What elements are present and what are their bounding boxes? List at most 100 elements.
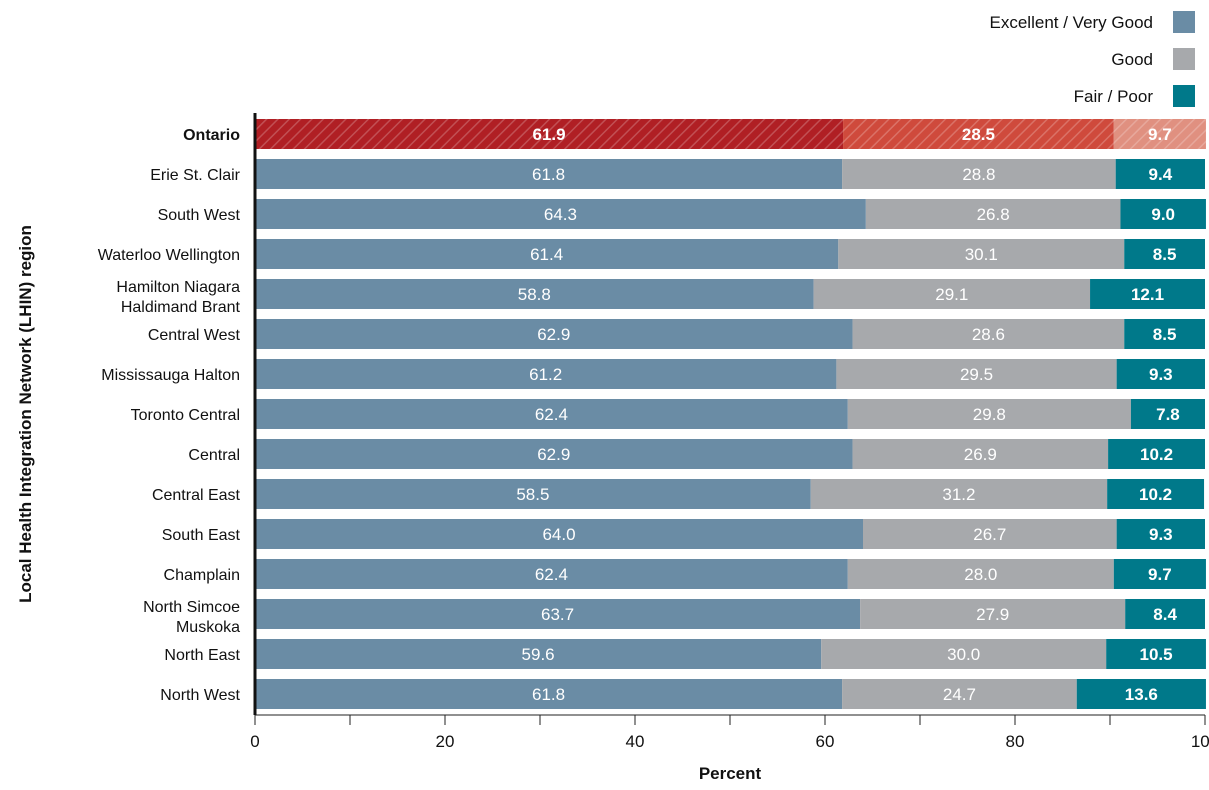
category-label: Waterloo Wellington	[98, 247, 240, 264]
data-label: 24.7	[943, 685, 976, 704]
data-label: 61.2	[529, 365, 562, 384]
bar-segment	[852, 319, 1125, 349]
category-label: Champlain	[164, 567, 240, 584]
data-label: 58.8	[518, 285, 551, 304]
bar-segment	[255, 359, 837, 389]
bar-hatch	[843, 119, 1114, 149]
data-label: 29.8	[973, 405, 1006, 424]
bar-segment	[1115, 159, 1205, 189]
legend-label: Fair / Poor	[1074, 87, 1154, 106]
bar-segment	[1106, 639, 1206, 669]
data-label: 10.2	[1139, 485, 1172, 504]
bar-segment	[255, 479, 811, 509]
x-axis-title: Percent	[699, 764, 762, 783]
data-label: 9.7	[1148, 565, 1172, 584]
bar-segment	[255, 199, 866, 229]
bar-segment	[813, 279, 1091, 309]
bar-hatch	[255, 119, 844, 149]
category-label-line: Muskoka	[176, 619, 240, 636]
legend-label: Excellent / Very Good	[990, 13, 1153, 32]
data-label: 26.9	[964, 445, 997, 464]
category-label: North East	[164, 647, 240, 664]
data-label: 8.5	[1153, 245, 1177, 264]
data-label: 62.4	[535, 565, 568, 584]
bar-segment	[838, 239, 1125, 269]
legend-label: Good	[1111, 50, 1153, 69]
bar-segment	[842, 679, 1077, 709]
category-label: Toronto Central	[131, 407, 240, 424]
data-label: 61.4	[530, 245, 563, 264]
category-label: Ontario	[183, 127, 240, 144]
legend-swatch	[1173, 85, 1195, 107]
legend: Excellent / Very Good Good Fair / Poor	[990, 11, 1195, 107]
bar-segment	[255, 599, 861, 629]
bar-segment	[255, 639, 822, 669]
data-label: 10.5	[1140, 645, 1173, 664]
data-label: 30.0	[947, 645, 980, 664]
data-label: 28.5	[962, 125, 995, 144]
bar-segment	[1120, 199, 1206, 229]
category-label: Erie St. Clair	[150, 167, 240, 184]
data-label: 12.1	[1131, 285, 1164, 304]
category-label: Central	[188, 447, 240, 464]
bar-segment	[1108, 439, 1205, 469]
x-tick-label: 20	[436, 732, 455, 751]
x-tick-label: 40	[626, 732, 645, 751]
data-label: 62.9	[537, 325, 570, 344]
bar-segment	[821, 639, 1107, 669]
x-tick-label: 60	[816, 732, 835, 751]
data-label: 58.5	[516, 485, 549, 504]
category-label: North Simcoe Muskoka	[143, 599, 240, 636]
bar-segment	[852, 439, 1109, 469]
data-label: 28.6	[972, 325, 1005, 344]
bar-segment	[1124, 319, 1205, 349]
bar-segment	[1076, 679, 1206, 709]
category-label: Central East	[152, 487, 241, 504]
bar-segment	[255, 439, 853, 469]
data-label: 26.7	[973, 525, 1006, 544]
y-axis-title: Local Health Integration Network (LHIN) …	[16, 225, 35, 603]
data-label: 62.4	[535, 405, 568, 424]
data-label: 9.3	[1149, 365, 1173, 384]
category-label: Mississauga Halton	[101, 367, 240, 384]
data-label: 27.9	[976, 605, 1009, 624]
data-label: 30.1	[965, 245, 998, 264]
category-label-line: North Simcoe	[143, 599, 240, 616]
data-label: 8.4	[1153, 605, 1177, 624]
data-label: 26.8	[977, 205, 1010, 224]
data-label: 10.2	[1140, 445, 1173, 464]
bar-segment	[1113, 559, 1206, 589]
category-label: South West	[158, 207, 241, 224]
bar-segment	[255, 679, 843, 709]
category-label: Central West	[148, 327, 241, 344]
category-label: North West	[160, 687, 240, 704]
category-label: South East	[162, 527, 241, 544]
data-label: 31.2	[942, 485, 975, 504]
data-label: 29.1	[935, 285, 968, 304]
bar-segment	[847, 399, 1131, 429]
category-label-line: Haldimand Brant	[121, 299, 241, 316]
data-label: 29.5	[960, 365, 993, 384]
bar-segment	[860, 599, 1126, 629]
category-label: Hamilton Niagara Haldimand Brant	[116, 279, 240, 316]
bar-segment	[255, 319, 853, 349]
bar-segment	[847, 559, 1114, 589]
bar-hatch	[1113, 119, 1206, 149]
bar-segment	[842, 159, 1116, 189]
bar-segment	[865, 199, 1121, 229]
data-label: 28.8	[962, 165, 995, 184]
x-axis: 0 20 40 60 80 100	[250, 113, 1209, 751]
data-label: 28.0	[964, 565, 997, 584]
bar-segment	[1107, 479, 1205, 509]
bar-segment	[255, 559, 848, 589]
data-label: 61.8	[532, 165, 565, 184]
data-label: 13.6	[1125, 685, 1158, 704]
bar-segment	[1090, 279, 1205, 309]
bar-segment	[1116, 519, 1205, 549]
bar-segment	[810, 479, 1108, 509]
bar-segment	[255, 519, 863, 549]
category-label-line: Hamilton Niagara	[116, 279, 240, 296]
x-tick-label: 0	[250, 732, 259, 751]
